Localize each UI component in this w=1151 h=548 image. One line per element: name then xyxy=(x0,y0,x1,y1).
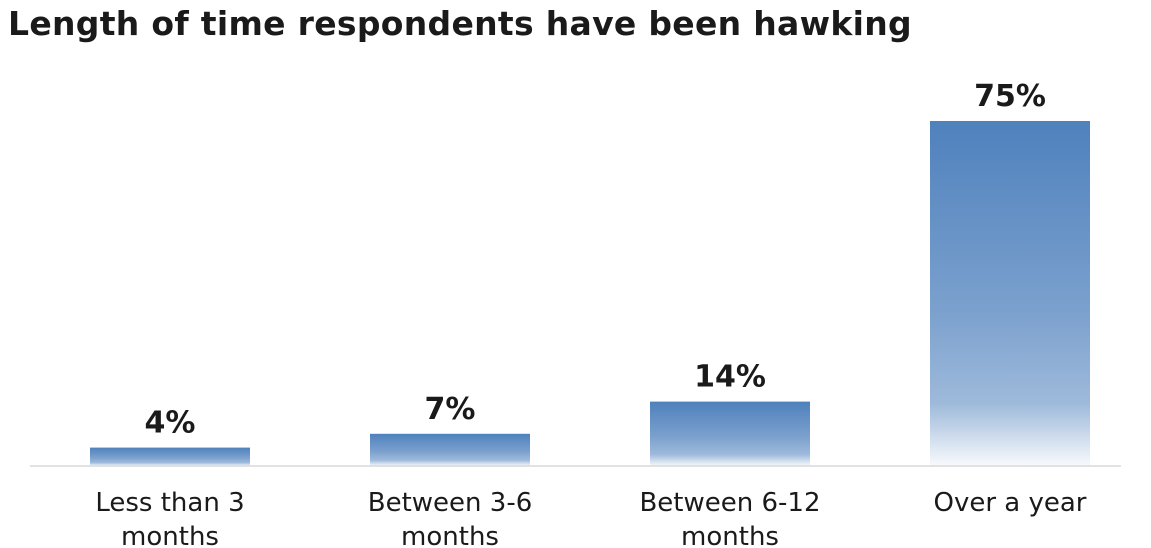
category-label: Between 3-6 months xyxy=(368,488,533,548)
bar xyxy=(650,401,810,466)
bar xyxy=(370,433,530,466)
category-label-line: months xyxy=(121,522,219,548)
category-label-line: Between 6-12 xyxy=(639,488,820,518)
category-label: Less than 3 months xyxy=(95,488,244,548)
category-label-line: Between 3-6 xyxy=(368,488,533,518)
chart-title: Length of time respondents have been haw… xyxy=(8,4,912,43)
data-label: 4% xyxy=(145,406,196,441)
data-label: 14% xyxy=(694,360,766,395)
data-label: 7% xyxy=(425,392,476,427)
bar xyxy=(930,121,1090,466)
data-label: 75% xyxy=(974,79,1046,114)
bars-layer xyxy=(90,121,1090,466)
bar xyxy=(90,447,250,466)
category-label-line: Less than 3 xyxy=(95,488,244,518)
category-label: Between 6-12 months xyxy=(639,488,820,548)
category-label-line: Over a year xyxy=(933,488,1086,518)
category-label-line: months xyxy=(681,522,779,548)
labels-layer: 4% Less than 3 months 7% Between 3-6 months 14… xyxy=(95,79,1086,548)
category-label: Over a year xyxy=(933,488,1086,518)
category-label-line: months xyxy=(401,522,499,548)
